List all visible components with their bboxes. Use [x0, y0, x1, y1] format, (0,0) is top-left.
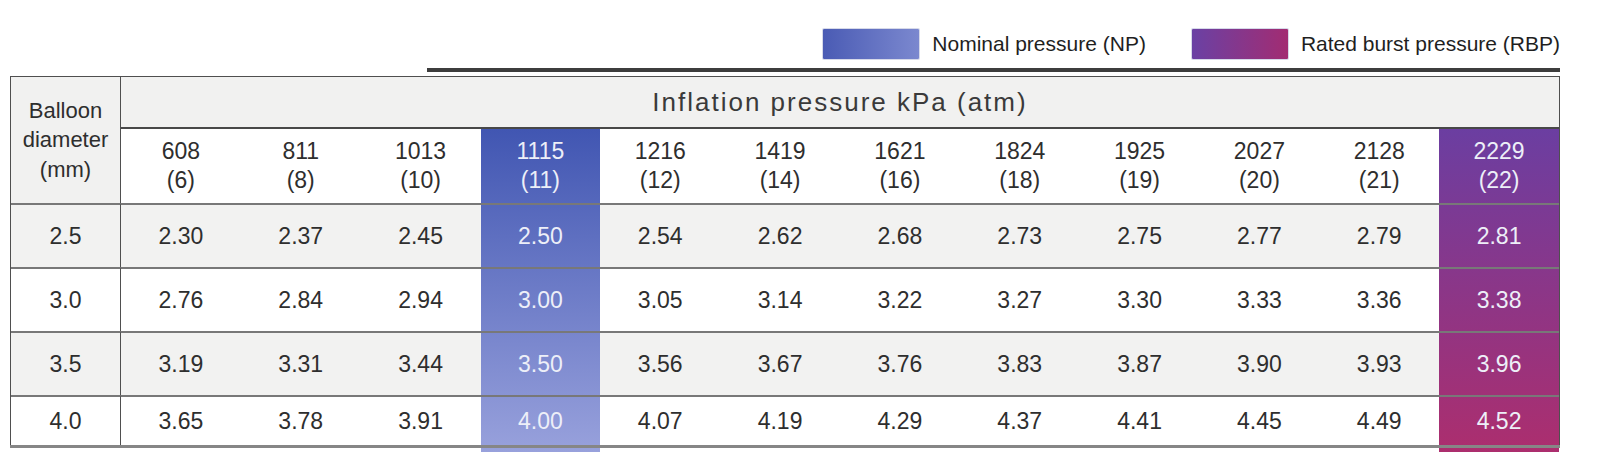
pressure-cell: 2.68 [840, 203, 960, 267]
pressure-cell: 3.05 [600, 267, 720, 331]
pressure-cell: 3.36 [1319, 267, 1439, 331]
column-header-2128: 2128(21) [1319, 129, 1439, 203]
column-header-1216: 1216(12) [600, 129, 720, 203]
pressure-cell: 3.67 [720, 331, 840, 395]
pressure-cell: 2.54 [600, 203, 720, 267]
pressure-cell: 3.96 [1439, 331, 1559, 395]
pressure-cell: 4.41 [1080, 395, 1200, 445]
pressure-cell: 3.90 [1200, 331, 1320, 395]
pressure-cell: 3.93 [1319, 331, 1439, 395]
column-header-811: 811(8) [241, 129, 361, 203]
pressure-cell: 2.84 [241, 267, 361, 331]
pressure-cell: 3.91 [361, 395, 481, 445]
column-header-2229: 2229(22) [1439, 129, 1559, 203]
np-label: Nominal pressure (NP) [932, 32, 1146, 56]
pressure-cell: 3.78 [241, 395, 361, 445]
pressure-cell: 2.50 [481, 203, 601, 267]
pressure-cell: 3.00 [481, 267, 601, 331]
pressure-cell: 2.81 [1439, 203, 1559, 267]
pressure-cell: 2.75 [1080, 203, 1200, 267]
pressure-cell: 3.87 [1080, 331, 1200, 395]
pressure-cell: 4.00 [481, 395, 601, 445]
pressure-cell: 3.22 [840, 267, 960, 331]
pressure-cell: 3.14 [720, 267, 840, 331]
column-header-2027: 2027(20) [1200, 129, 1320, 203]
diameter-cell: 4.0 [11, 395, 121, 445]
pressure-cell: 3.27 [960, 267, 1080, 331]
rbp-label: Rated burst pressure (RBP) [1301, 32, 1560, 56]
pressure-cell: 4.07 [600, 395, 720, 445]
compliance-chart: Balloon diameter (mm) Inflation pressure… [10, 76, 1560, 445]
corner-header: Balloon diameter (mm) [11, 77, 121, 203]
pressure-cell: 3.30 [1080, 267, 1200, 331]
pressure-cell: 2.45 [361, 203, 481, 267]
pressure-cell: 2.77 [1200, 203, 1320, 267]
pressure-cell: 2.94 [361, 267, 481, 331]
pressure-cell: 2.79 [1319, 203, 1439, 267]
legend-item-np: Nominal pressure (NP) [823, 29, 1146, 59]
pressure-cell: 3.56 [600, 331, 720, 395]
group-header: Inflation pressure kPa (atm) [121, 77, 1559, 129]
bottom-rule [10, 445, 1560, 448]
column-header-1013: 1013(10) [361, 129, 481, 203]
pressure-cell: 4.29 [840, 395, 960, 445]
pressure-cell: 3.50 [481, 331, 601, 395]
pressure-cell: 2.30 [121, 203, 241, 267]
np-swatch [823, 29, 919, 59]
pressure-cell: 4.49 [1319, 395, 1439, 445]
pressure-cell: 4.45 [1200, 395, 1320, 445]
pressure-cell: 4.37 [960, 395, 1080, 445]
pressure-cell: 3.31 [241, 331, 361, 395]
pressure-cell: 2.76 [121, 267, 241, 331]
diameter-cell: 2.5 [11, 203, 121, 267]
column-header-1621: 1621(16) [840, 129, 960, 203]
top-rule [427, 68, 1560, 72]
pressure-cell: 3.33 [1200, 267, 1320, 331]
legend: Nominal pressure (NP) Rated burst pressu… [823, 29, 1560, 59]
pressure-cell: 2.73 [960, 203, 1080, 267]
pressure-cell: 3.83 [960, 331, 1080, 395]
pressure-cell: 3.19 [121, 331, 241, 395]
pressure-cell: 4.52 [1439, 395, 1559, 445]
column-header-1419: 1419(14) [720, 129, 840, 203]
pressure-cell: 2.62 [720, 203, 840, 267]
pressure-cell: 3.44 [361, 331, 481, 395]
pressure-cell: 3.65 [121, 395, 241, 445]
column-header-1115: 1115(11) [481, 129, 601, 203]
column-header-1925: 1925(19) [1080, 129, 1200, 203]
diameter-cell: 3.5 [11, 331, 121, 395]
column-header-608: 608(6) [121, 129, 241, 203]
legend-item-rbp: Rated burst pressure (RBP) [1192, 29, 1560, 59]
pressure-cell: 3.38 [1439, 267, 1559, 331]
pressure-table: Balloon diameter (mm) Inflation pressure… [10, 76, 1560, 445]
pressure-cell: 2.37 [241, 203, 361, 267]
column-header-1824: 1824(18) [960, 129, 1080, 203]
rbp-swatch [1192, 29, 1288, 59]
pressure-cell: 4.19 [720, 395, 840, 445]
diameter-cell: 3.0 [11, 267, 121, 331]
pressure-cell: 3.76 [840, 331, 960, 395]
